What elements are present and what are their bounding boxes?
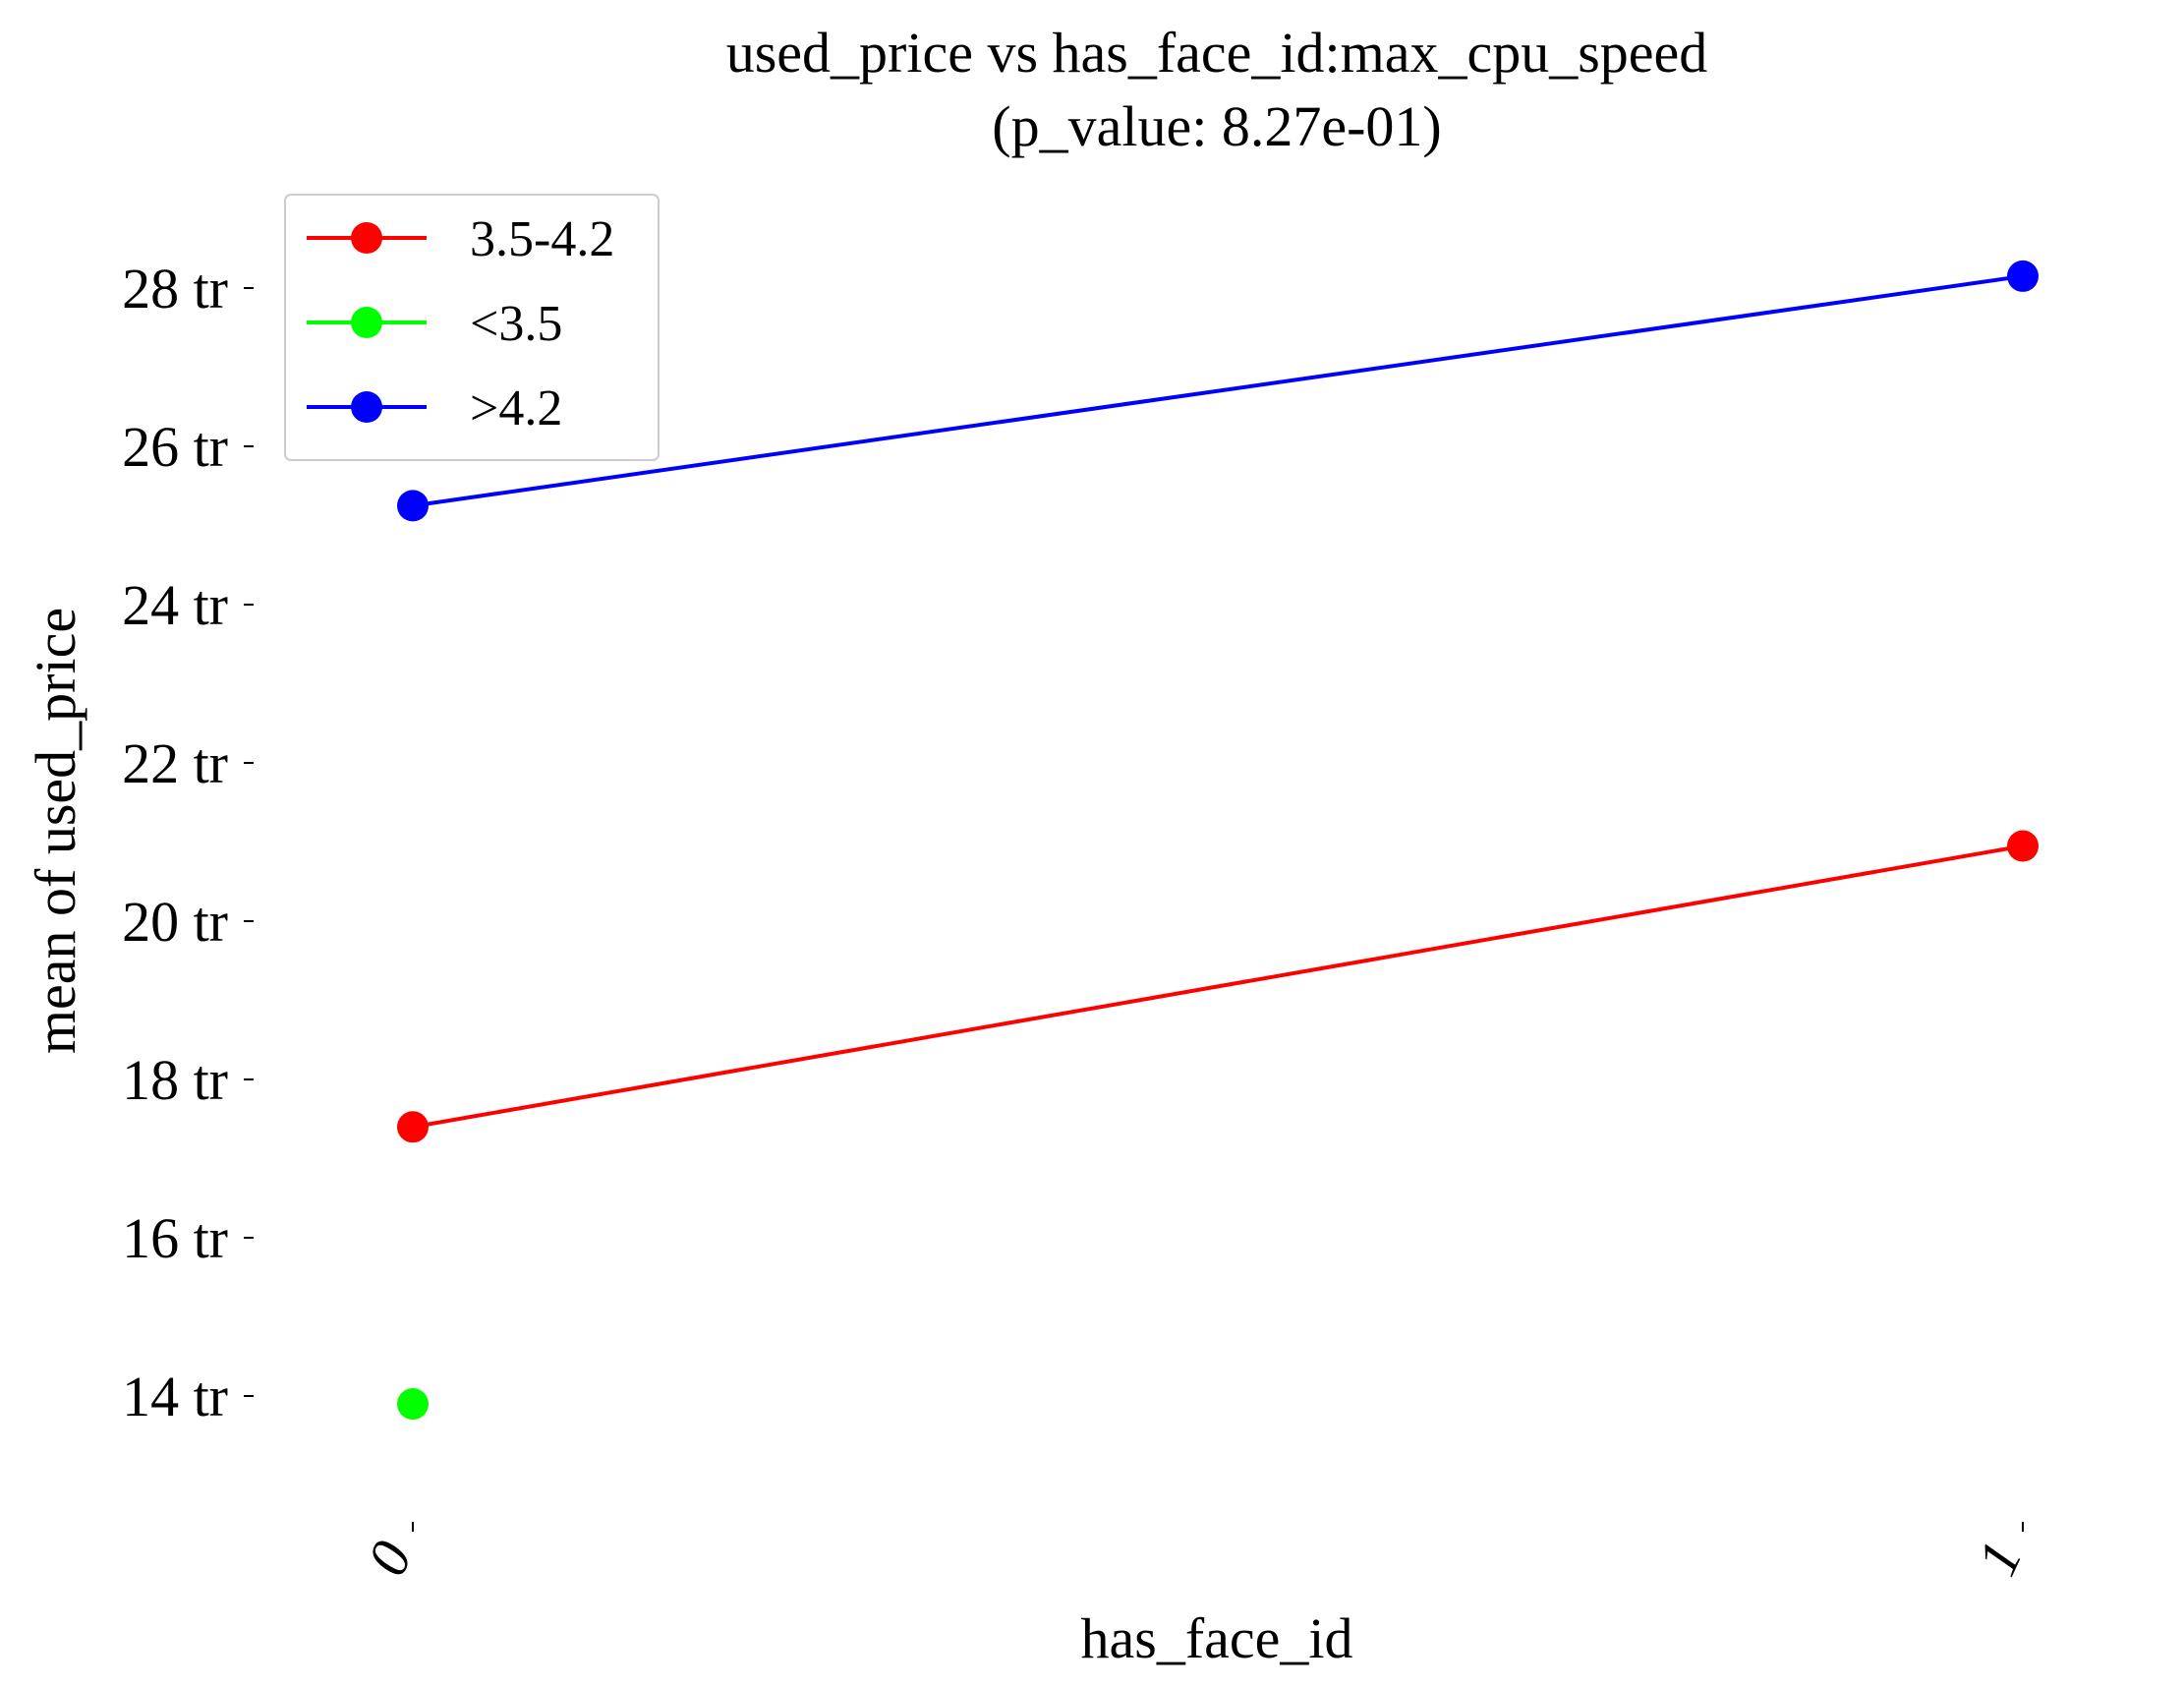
series-line xyxy=(412,273,2024,508)
data-point xyxy=(397,1111,429,1143)
series-line xyxy=(412,844,2024,1130)
legend-swatch-marker xyxy=(351,222,382,254)
data-point xyxy=(2007,830,2039,862)
y-tick-label: 26 tr xyxy=(122,415,228,479)
legend-label: >4.2 xyxy=(470,380,562,437)
data-point xyxy=(2007,260,2039,292)
y-tick-label: 22 tr xyxy=(122,731,228,795)
y-tick-label: 16 tr xyxy=(122,1206,228,1270)
y-tick-label: 24 tr xyxy=(122,573,228,637)
chart-title: used_price vs has_face_id:max_cpu_speed xyxy=(726,21,1708,85)
legend-swatch-marker xyxy=(351,307,382,338)
y-tick-label: 18 tr xyxy=(122,1048,228,1112)
x-axis-label: has_face_id xyxy=(1081,1606,1353,1670)
series-layer xyxy=(397,260,2039,1421)
y-tick-label: 14 tr xyxy=(122,1365,228,1428)
y-axis: 14 tr 16 tr 18 tr 20 tr 22 tr 24 tr 26 tr 28 tr xyxy=(122,257,254,1428)
legend-frame xyxy=(284,194,660,461)
legend-label: <3.5 xyxy=(470,296,562,352)
y-tick-label: 28 tr xyxy=(122,257,228,320)
data-point xyxy=(397,490,429,522)
x-tick-label: 0 xyxy=(355,1532,425,1585)
legend-swatch-marker xyxy=(351,391,382,423)
y-axis-label: mean of used_price xyxy=(24,608,87,1054)
x-tick-label: 1 xyxy=(1965,1532,2035,1585)
y-tick-label: 20 tr xyxy=(122,890,228,954)
legend-label: 3.5-4.2 xyxy=(470,211,614,267)
data-point xyxy=(397,1388,429,1421)
legend: 3.5-4.2 <3.5 >4.2 xyxy=(284,194,660,461)
chart-subtitle: (p_value: 8.27e-01) xyxy=(992,94,1441,158)
